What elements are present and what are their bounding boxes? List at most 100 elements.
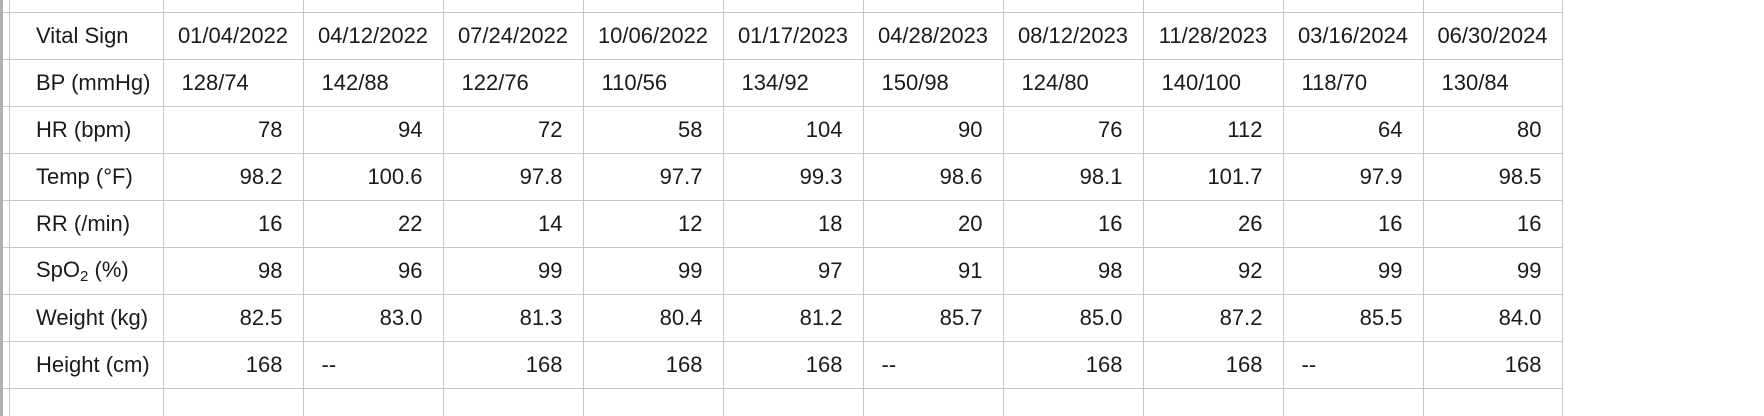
value-cell[interactable]: 14 <box>442 200 584 248</box>
value-cell[interactable]: 92 <box>1142 247 1284 295</box>
value-cell[interactable]: 97.8 <box>442 153 584 201</box>
empty-cell[interactable] <box>302 0 444 13</box>
value-cell[interactable]: 90 <box>862 106 1004 154</box>
value-cell[interactable]: 99 <box>442 247 584 295</box>
date-header-cell[interactable]: 04/28/2023 <box>862 12 1004 60</box>
row-label-cell[interactable]: BP (mmHg) <box>9 59 164 107</box>
empty-cell[interactable] <box>1282 0 1424 13</box>
value-cell[interactable]: 168 <box>722 341 864 389</box>
value-cell[interactable]: 101.7 <box>1142 153 1284 201</box>
value-cell[interactable]: 112 <box>1142 106 1284 154</box>
value-cell[interactable]: 16 <box>1422 200 1563 248</box>
empty-cell[interactable] <box>1002 388 1144 416</box>
value-cell[interactable]: 97.7 <box>582 153 724 201</box>
value-cell[interactable]: 85.5 <box>1282 294 1424 342</box>
value-cell[interactable]: 20 <box>862 200 1004 248</box>
empty-cell[interactable] <box>1422 388 1563 416</box>
empty-cell[interactable] <box>722 0 864 13</box>
empty-cell[interactable] <box>1142 0 1284 13</box>
empty-cell[interactable] <box>162 0 304 13</box>
value-cell[interactable]: 104 <box>722 106 864 154</box>
value-cell[interactable]: -- <box>1282 341 1424 389</box>
value-cell[interactable]: 81.2 <box>722 294 864 342</box>
row-label-cell[interactable]: Weight (kg) <box>9 294 164 342</box>
value-cell[interactable]: 168 <box>442 341 584 389</box>
value-cell[interactable]: -- <box>302 341 444 389</box>
date-header-cell[interactable]: 06/30/2024 <box>1422 12 1563 60</box>
value-cell[interactable]: 99.3 <box>722 153 864 201</box>
value-cell[interactable]: 12 <box>582 200 724 248</box>
empty-cell[interactable] <box>1282 388 1424 416</box>
value-cell[interactable]: 64 <box>1282 106 1424 154</box>
value-cell[interactable]: 26 <box>1142 200 1284 248</box>
value-cell[interactable]: 98 <box>1002 247 1144 295</box>
value-cell[interactable]: 168 <box>1002 341 1144 389</box>
value-cell[interactable]: 130/84 <box>1422 59 1563 107</box>
empty-cell[interactable] <box>1142 388 1284 416</box>
empty-cell[interactable] <box>862 0 1004 13</box>
date-header-cell[interactable]: 11/28/2023 <box>1142 12 1284 60</box>
value-cell[interactable]: 82.5 <box>162 294 304 342</box>
value-cell[interactable]: 84.0 <box>1422 294 1563 342</box>
value-cell[interactable]: 87.2 <box>1142 294 1284 342</box>
value-cell[interactable]: 72 <box>442 106 584 154</box>
value-cell[interactable]: 99 <box>1422 247 1563 295</box>
date-header-cell[interactable]: 10/06/2022 <box>582 12 724 60</box>
value-cell[interactable]: 142/88 <box>302 59 444 107</box>
value-cell[interactable]: 83.0 <box>302 294 444 342</box>
value-cell[interactable]: 98.2 <box>162 153 304 201</box>
value-cell[interactable]: 76 <box>1002 106 1144 154</box>
value-cell[interactable]: 18 <box>722 200 864 248</box>
value-cell[interactable]: 110/56 <box>582 59 724 107</box>
row-label-cell[interactable]: HR (bpm) <box>9 106 164 154</box>
value-cell[interactable]: 118/70 <box>1282 59 1424 107</box>
value-cell[interactable]: 150/98 <box>862 59 1004 107</box>
value-cell[interactable]: 168 <box>582 341 724 389</box>
value-cell[interactable]: 94 <box>302 106 444 154</box>
value-cell[interactable]: 98.5 <box>1422 153 1563 201</box>
empty-cell[interactable] <box>442 388 584 416</box>
value-cell[interactable]: 96 <box>302 247 444 295</box>
row-label-cell[interactable]: Height (cm) <box>9 341 164 389</box>
value-cell[interactable]: 134/92 <box>722 59 864 107</box>
value-cell[interactable]: 99 <box>582 247 724 295</box>
date-header-cell[interactable]: 01/04/2022 <box>162 12 304 60</box>
value-cell[interactable]: -- <box>862 341 1004 389</box>
value-cell[interactable]: 98 <box>162 247 304 295</box>
empty-cell[interactable] <box>862 388 1004 416</box>
empty-cell[interactable] <box>1002 0 1144 13</box>
empty-cell[interactable] <box>302 388 444 416</box>
value-cell[interactable]: 97 <box>722 247 864 295</box>
value-cell[interactable]: 80 <box>1422 106 1563 154</box>
value-cell[interactable]: 128/74 <box>162 59 304 107</box>
empty-cell[interactable] <box>162 388 304 416</box>
date-header-cell[interactable]: 03/16/2024 <box>1282 12 1424 60</box>
empty-cell[interactable] <box>1422 0 1563 13</box>
empty-cell[interactable] <box>582 0 724 13</box>
value-cell[interactable]: 98.6 <box>862 153 1004 201</box>
value-cell[interactable]: 81.3 <box>442 294 584 342</box>
value-cell[interactable]: 58 <box>582 106 724 154</box>
value-cell[interactable]: 124/80 <box>1002 59 1144 107</box>
empty-cell[interactable] <box>722 388 864 416</box>
value-cell[interactable]: 122/76 <box>442 59 584 107</box>
value-cell[interactable]: 85.7 <box>862 294 1004 342</box>
value-cell[interactable]: 168 <box>162 341 304 389</box>
value-cell[interactable]: 168 <box>1422 341 1563 389</box>
value-cell[interactable]: 16 <box>1282 200 1424 248</box>
value-cell[interactable]: 80.4 <box>582 294 724 342</box>
value-cell[interactable]: 91 <box>862 247 1004 295</box>
value-cell[interactable]: 85.0 <box>1002 294 1144 342</box>
value-cell[interactable]: 22 <box>302 200 444 248</box>
value-cell[interactable]: 16 <box>162 200 304 248</box>
date-header-cell[interactable]: 07/24/2022 <box>442 12 584 60</box>
date-header-cell[interactable]: 08/12/2023 <box>1002 12 1144 60</box>
value-cell[interactable]: 97.9 <box>1282 153 1424 201</box>
empty-cell[interactable] <box>442 0 584 13</box>
date-header-cell[interactable]: 01/17/2023 <box>722 12 864 60</box>
empty-cell[interactable] <box>582 388 724 416</box>
value-cell[interactable]: 16 <box>1002 200 1144 248</box>
row-label-cell[interactable]: Temp (°F) <box>9 153 164 201</box>
date-header-cell[interactable]: 04/12/2022 <box>302 12 444 60</box>
value-cell[interactable]: 99 <box>1282 247 1424 295</box>
